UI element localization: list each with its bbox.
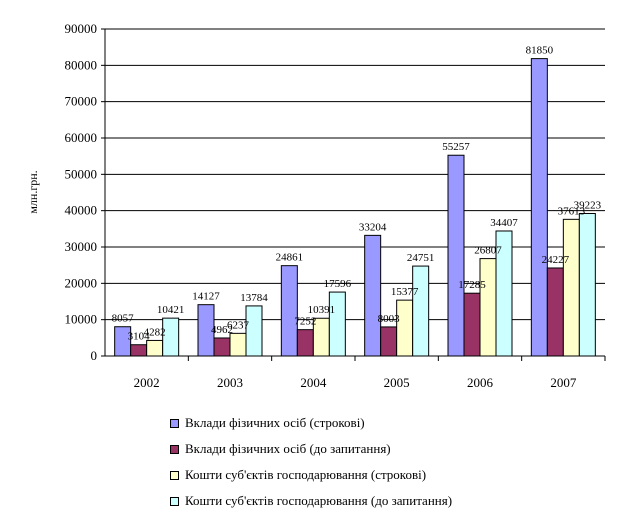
y-tick-label: 30000 <box>65 239 98 254</box>
tick-labels: 0 10000 20000 30000 40000 50000 60000 70000 8000… <box>65 21 577 390</box>
y-tick-label: 90000 <box>65 21 98 36</box>
bar <box>530 58 548 357</box>
y-tick-label: 80000 <box>65 57 98 72</box>
legend-label: Вклади фізичних осіб (до запитання) <box>185 441 391 456</box>
bar <box>463 292 481 357</box>
x-tick-label: 2005 <box>384 375 410 390</box>
legend-swatch <box>170 418 179 428</box>
x-tick-label: 2007 <box>550 375 577 390</box>
legend-label: Вклади фізичних осіб (строкові) <box>185 415 365 430</box>
bar <box>213 337 231 357</box>
data-label: 55257 <box>442 141 470 153</box>
data-label: 4962 <box>211 324 233 336</box>
x-tick-label: 2002 <box>134 375 160 390</box>
data-label: 26807 <box>474 245 502 257</box>
data-label: 24227 <box>542 254 570 266</box>
data-label: 15377 <box>391 286 419 298</box>
data-label: 17285 <box>458 279 486 291</box>
legend-item: Вклади фізичних осіб (до запитання) <box>170 436 452 462</box>
bar <box>328 291 346 357</box>
x-tick-label: 2003 <box>217 375 243 390</box>
data-label: 33204 <box>359 221 387 233</box>
data-label: 24751 <box>407 252 435 264</box>
y-tick-label: 50000 <box>65 166 98 181</box>
legend-item: Кошти суб'єктів господарювання (до запит… <box>170 488 452 514</box>
bar <box>130 344 148 357</box>
axes <box>101 28 606 361</box>
y-tick-label: 10000 <box>65 312 98 327</box>
data-label: 8003 <box>378 313 401 325</box>
y-tick-label: 20000 <box>65 275 98 290</box>
bar <box>380 326 398 357</box>
bar <box>396 299 414 357</box>
bar <box>364 234 382 357</box>
data-label: 81850 <box>526 45 554 57</box>
y-tick-label: 60000 <box>65 130 98 145</box>
x-tick-label: 2006 <box>467 375 494 390</box>
gridlines <box>105 28 605 321</box>
legend-swatch <box>170 496 179 506</box>
data-label: 10391 <box>308 304 336 316</box>
data-label: 17596 <box>324 278 352 290</box>
bar <box>447 154 465 357</box>
bar <box>412 265 430 357</box>
data-label: 39223 <box>574 199 602 211</box>
x-tick-label: 2004 <box>300 375 327 390</box>
data-label: 8057 <box>112 313 135 325</box>
data-label: 7252 <box>294 316 316 328</box>
y-tick-label: 70000 <box>65 94 98 109</box>
bar <box>546 267 564 357</box>
legend-label: Кошти суб'єктів господарювання (строкові… <box>185 467 427 482</box>
bar <box>146 339 164 357</box>
legend-item: Вклади фізичних осіб (строкові) <box>170 410 452 436</box>
y-tick-label: 0 <box>91 348 98 363</box>
bar <box>280 265 298 357</box>
y-axis-label: млн.грн. <box>26 170 40 213</box>
legend-swatch <box>170 444 179 454</box>
data-label: 10421 <box>157 304 185 316</box>
legend-swatch <box>170 470 179 480</box>
bars <box>114 58 596 357</box>
bar <box>296 329 314 357</box>
legend: Вклади фізичних осіб (строкові) Вклади фі… <box>170 410 452 514</box>
data-label: 6237 <box>227 319 250 331</box>
bar <box>479 258 497 357</box>
data-label: 13784 <box>240 292 268 304</box>
data-label: 24861 <box>276 252 304 264</box>
data-label: 4282 <box>144 326 166 338</box>
bar-chart: 0 10000 20000 30000 40000 50000 60000 70000 8000… <box>26 21 606 390</box>
bar <box>562 218 580 357</box>
bar <box>229 332 247 357</box>
legend-item: Кошти суб'єктів господарювання (строкові… <box>170 462 452 488</box>
data-label: 34407 <box>490 217 518 229</box>
data-label: 37613 <box>558 205 586 217</box>
data-label: 14127 <box>192 291 220 303</box>
bar <box>578 212 596 357</box>
legend-label: Кошти суб'єктів господарювання (до запит… <box>185 493 453 508</box>
data-label: 3104 <box>128 331 151 343</box>
y-tick-label: 40000 <box>65 203 98 218</box>
